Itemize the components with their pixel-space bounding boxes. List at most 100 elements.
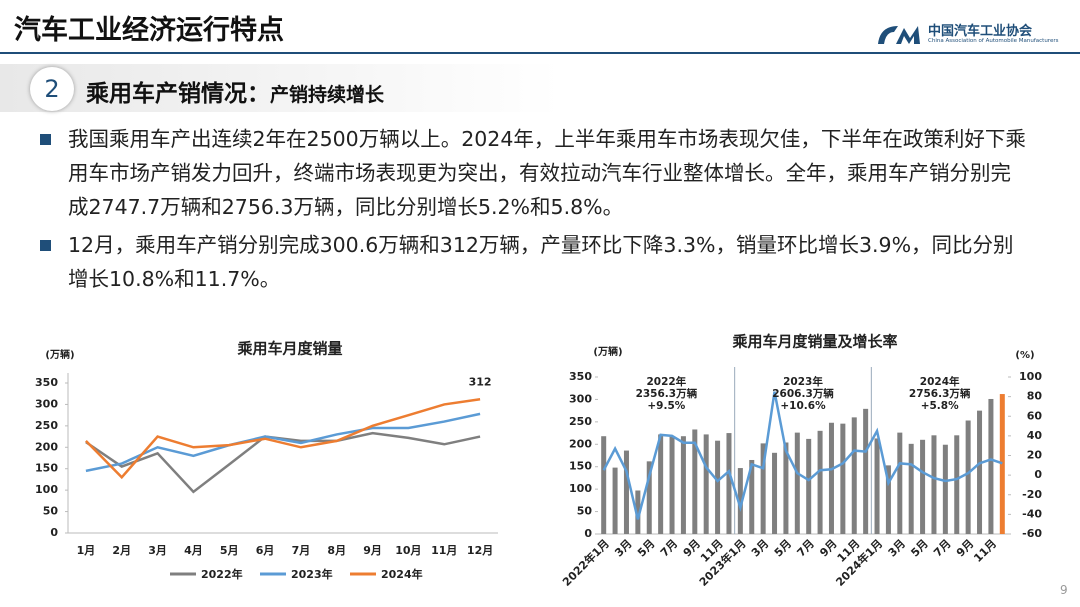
bar: [715, 440, 721, 534]
bar: [840, 423, 846, 534]
bar: [623, 450, 629, 534]
org-name: 中国汽车工业协会: [928, 24, 1033, 39]
y2-tick-label: 60: [1027, 409, 1043, 422]
annotation: 2606.3万辆: [772, 387, 834, 400]
annotation: 2023年: [783, 375, 823, 388]
bar: [885, 465, 891, 534]
bullet-list: 我国乘用车产出连续2年在2500万辆以上。2024年，上半年乘用车市场表现欠佳，…: [38, 122, 1028, 300]
y2-axis-label: (%): [1015, 350, 1034, 361]
data-label: 312: [469, 375, 492, 388]
bar: [977, 410, 983, 534]
legend-label: 2024年: [381, 567, 423, 581]
bar: [794, 432, 800, 534]
bar: [692, 429, 698, 534]
bar: [612, 467, 618, 534]
y-tick-label: 300: [569, 392, 592, 405]
bar: [920, 439, 926, 534]
bar: [988, 398, 994, 534]
bar: [942, 444, 948, 534]
y-tick-label: 250: [35, 419, 58, 432]
bar: [897, 432, 903, 534]
x-tick-label: 7月: [658, 537, 680, 559]
annotation: +9.5%: [647, 400, 685, 412]
x-tick-label: 2月: [112, 544, 131, 557]
bar: [760, 443, 766, 534]
bar: [954, 435, 960, 534]
x-tick-label: 4月: [184, 544, 203, 557]
y2-tick-label: -40: [1022, 507, 1042, 520]
x-tick-label: 7月: [795, 537, 817, 559]
x-tick-label: 2022年1月: [559, 536, 612, 589]
y-tick-label: 100: [569, 482, 592, 495]
y-tick-label: 100: [35, 483, 58, 496]
bar: [828, 422, 834, 534]
bar: [726, 433, 732, 534]
section-heading: 乘用车产销情况：产销持续增长: [86, 74, 384, 108]
bar: [772, 452, 778, 534]
bar: [874, 438, 880, 534]
org-name-en: China Association of Automobile Manufact…: [928, 38, 1059, 44]
annotation: 2022年: [646, 375, 686, 388]
y2-tick-label: 100: [1019, 370, 1042, 383]
section-number: 2: [30, 67, 74, 111]
y2-tick-label: -20: [1022, 488, 1042, 501]
bullet: 12月，乘用车产销分别完成300.6万辆和312万辆，产量环比下降3.3%，销量…: [38, 228, 1028, 296]
x-tick-label: 5月: [220, 544, 239, 557]
y-tick-label: 300: [35, 397, 58, 410]
x-tick-label: 9月: [363, 544, 382, 557]
y-tick-label: 350: [35, 376, 58, 389]
x-tick-label: 1月: [77, 544, 96, 557]
bar: [669, 436, 675, 534]
chart-title: 乘用车月度销量: [236, 340, 342, 358]
section-subtitle: 产销持续增长: [270, 84, 385, 106]
y2-tick-label: 40: [1027, 429, 1043, 442]
annotation: 2024年: [920, 375, 960, 388]
bar: [806, 438, 812, 534]
y-tick-label: 200: [569, 437, 592, 450]
bar: [749, 459, 755, 534]
y2-tick-label: -60: [1022, 527, 1042, 540]
bar: [851, 417, 857, 534]
section-band: [0, 64, 560, 112]
y-axis-label: (万辆): [45, 348, 74, 361]
bar: [635, 490, 641, 534]
y-tick-label: 0: [584, 527, 592, 540]
line: [602, 391, 1003, 520]
bar: [680, 436, 686, 534]
bar: [908, 443, 914, 534]
bar: [863, 408, 869, 534]
section-title: 乘用车产销情况：: [86, 81, 270, 107]
header-rule: [0, 52, 1080, 54]
y-tick-label: 150: [569, 460, 592, 473]
bar: [737, 468, 743, 534]
y-tick-label: 150: [35, 462, 58, 475]
x-tick-label: 6月: [256, 544, 275, 557]
bar: [999, 394, 1005, 534]
y-tick-label: 250: [569, 415, 592, 428]
x-tick-label: 11月: [431, 544, 457, 557]
bullet: 我国乘用车产出连续2年在2500万辆以上。2024年，上半年乘用车市场表现欠佳，…: [38, 122, 1028, 224]
annotation: +5.8%: [921, 400, 959, 412]
y2-tick-label: 80: [1027, 390, 1043, 403]
x-tick-label: 12月: [467, 544, 493, 557]
page-title: 汽车工业经济运行特点: [14, 15, 284, 46]
annotation: 2356.3万辆: [636, 387, 698, 400]
legend-label: 2022年: [201, 567, 243, 581]
y-tick-label: 50: [43, 505, 59, 518]
annotation: 2756.3万辆: [909, 387, 971, 400]
y2-tick-label: 20: [1027, 449, 1043, 462]
line: [85, 398, 481, 480]
bar: [965, 420, 971, 534]
page-number: 9: [1060, 583, 1068, 597]
x-tick-label: 7月: [292, 544, 311, 557]
bar: [703, 434, 709, 534]
x-tick-label: 5月: [635, 537, 657, 559]
bar: [658, 434, 664, 534]
bar: [931, 435, 937, 534]
y-tick-label: 50: [577, 505, 593, 518]
x-tick-label: 3月: [148, 544, 167, 557]
y-axis-label: (万辆): [593, 345, 622, 358]
x-tick-label: 3月: [886, 537, 908, 559]
annotation: +10.6%: [780, 400, 826, 412]
